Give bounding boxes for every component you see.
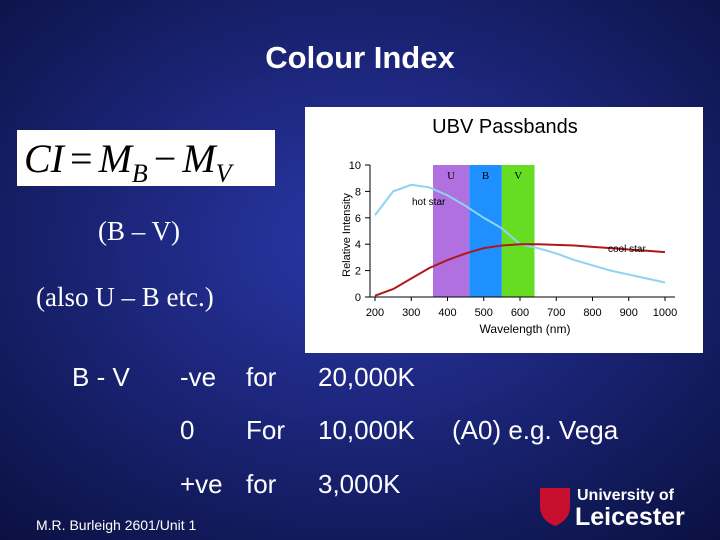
table-cell: 10,000K: [318, 415, 416, 445]
series-label: hot star: [412, 197, 446, 208]
x-tick-label: 400: [438, 307, 456, 319]
series-line: [374, 243, 666, 297]
text-line: (also U – B etc.): [36, 282, 214, 312]
table-cell: 3,000K: [318, 469, 401, 499]
x-tick-label: 500: [475, 307, 493, 319]
band-label: V: [514, 170, 522, 182]
table-cell: 0: [180, 415, 194, 445]
y-tick-label: 8: [355, 186, 361, 198]
logo: University of Leicester: [540, 487, 685, 531]
logo-text: University of: [577, 487, 675, 504]
y-tick-label: 0: [355, 292, 361, 304]
slide-title: Colour Index: [265, 40, 455, 75]
table-cell: for: [246, 469, 277, 499]
footer: M.R. Burleigh 2601/Unit 1: [36, 517, 197, 533]
table-cell: -ve: [180, 362, 216, 392]
x-tick-label: 300: [402, 307, 420, 319]
band-label: U: [447, 170, 455, 182]
x-tick-label: 700: [547, 307, 565, 319]
logo-text: Leicester: [575, 503, 685, 531]
table-cell: 20,000K: [318, 362, 416, 392]
table-label: B - V: [72, 362, 130, 392]
y-axis-label: Relative Intensity: [341, 193, 353, 277]
y-tick-label: 2: [355, 266, 361, 278]
y-tick-label: 6: [355, 213, 361, 225]
table-cell: +ve: [180, 469, 223, 499]
passband: [501, 165, 535, 297]
table-cell: For: [246, 415, 285, 445]
logo-shield: [540, 488, 570, 526]
x-tick-label: 600: [511, 307, 529, 319]
series-label: cool star: [608, 244, 646, 255]
x-axis-label: Wavelength (nm): [480, 322, 571, 336]
x-tick-label: 900: [620, 307, 638, 319]
x-tick-label: 200: [366, 307, 384, 319]
chart-title: UBV Passbands: [432, 116, 578, 138]
x-tick-label: 800: [583, 307, 601, 319]
y-tick-label: 4: [355, 239, 361, 251]
table-cell: (A0) e.g. Vega: [452, 415, 619, 445]
band-label: B: [482, 170, 489, 182]
passband: [433, 165, 470, 297]
y-tick-label: 10: [349, 160, 361, 172]
formula: CI = MB − MV: [24, 136, 235, 188]
text-line: (B – V): [98, 216, 180, 246]
passband: [469, 165, 502, 297]
formula-box: [17, 130, 275, 186]
x-tick-label: 1000: [653, 307, 677, 319]
table-cell: for: [246, 362, 277, 392]
